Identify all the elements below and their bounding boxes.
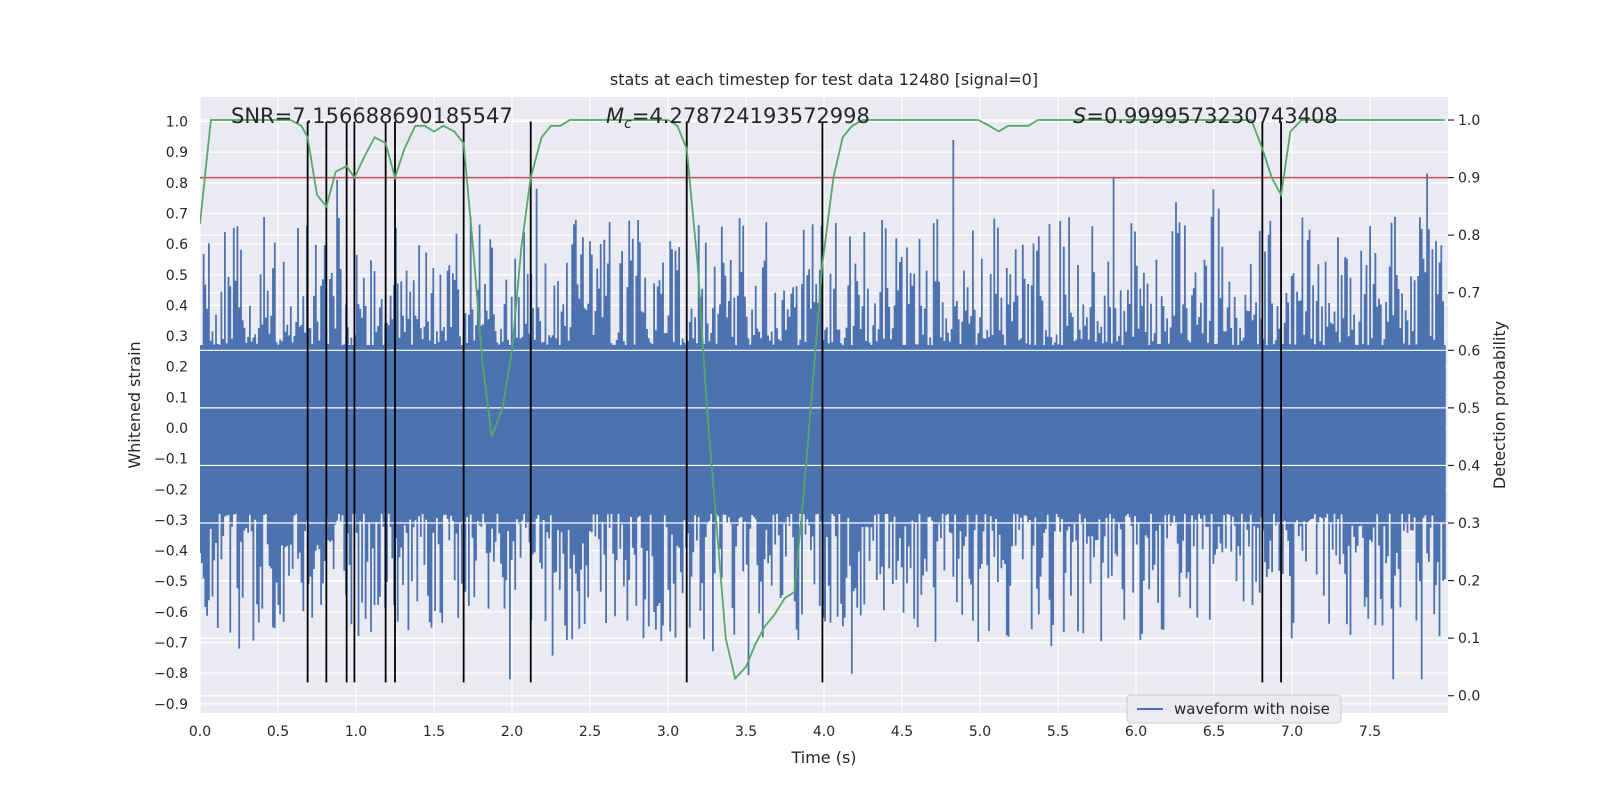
x-tick-label: 2.0	[501, 724, 523, 740]
y-left-tick-label: −0.6	[154, 605, 188, 621]
y-left-tick-label: 0.4	[166, 298, 188, 314]
score-value: =0.9999573230743408	[1086, 104, 1337, 128]
y-left-tick-label: −0.3	[154, 513, 188, 529]
y-left-tick-label: −0.9	[154, 697, 188, 713]
y-left-tick-label: 0.0	[166, 421, 188, 437]
y-left-tick-label: 0.2	[166, 360, 188, 376]
axis-ticks: 0.0 0.5 1.0 1.5 2.0 2.5 3.0 3.5 4.0 4.5 5.0 5.5 6.0 6…	[154, 113, 1480, 740]
y-right-tick-label: 0.6	[1458, 343, 1480, 359]
y-left-tick-label: −0.5	[154, 574, 188, 590]
event-markers	[306, 121, 1282, 683]
legend-box	[1126, 694, 1342, 724]
x-tick-label: 0.0	[189, 724, 211, 740]
x-tick-label: 7.0	[1281, 724, 1303, 740]
y-left-tick-label: 0.7	[166, 206, 188, 222]
x-tick-label: 6.0	[1125, 724, 1147, 740]
y-right-tick-label: 0.9	[1458, 171, 1480, 187]
y-right-tick-label: 0.2	[1458, 574, 1480, 590]
y-right-tick-label: 1.0	[1458, 113, 1480, 129]
score-annotation: S=0.9999573230743408	[1073, 104, 1338, 128]
y-left-tick-label: 0.8	[166, 176, 188, 192]
x-tick-label: 0.5	[267, 724, 289, 740]
y-left-tick-label: 0.3	[166, 329, 188, 345]
chirp-mass-subscript: c	[624, 116, 632, 132]
y-left-tick-label: 0.9	[166, 145, 188, 161]
legend-label: waveform with noise	[1174, 700, 1330, 718]
x-tick-label: 3.5	[735, 724, 757, 740]
x-tick-label: 7.5	[1359, 724, 1381, 740]
y-left-tick-label: 0.1	[166, 390, 188, 406]
y-right-tick-label: 0.7	[1458, 286, 1480, 302]
y-left-tick-label: −0.4	[154, 544, 188, 560]
chirp-mass-value: =4.278724193572998	[632, 104, 870, 128]
x-tick-label: 3.0	[657, 724, 679, 740]
y-right-tick-label: 0.0	[1458, 689, 1480, 705]
y-left-tick-label: 1.0	[166, 115, 188, 131]
chart-title: stats at each timestep for test data 124…	[610, 70, 1038, 89]
x-tick-label: 4.5	[891, 724, 913, 740]
chirp-mass-annotation: Mc=4.278724193572998	[606, 104, 870, 132]
x-tick-label: 1.0	[345, 724, 367, 740]
y-right-tick-label: 0.8	[1458, 228, 1480, 244]
y-right-tick-label: 0.1	[1458, 631, 1480, 647]
x-tick-label: 2.5	[579, 724, 601, 740]
x-tick-label: 5.0	[969, 724, 991, 740]
y-right-tick-label: 0.3	[1458, 516, 1480, 532]
legend: waveform with noise	[1126, 694, 1342, 724]
y-axis-label-left: Whitened strain	[125, 341, 144, 468]
y-right-tick-label: 0.4	[1458, 458, 1480, 474]
x-axis-label: Time (s)	[790, 748, 856, 767]
y-left-tick-label: 0.6	[166, 237, 188, 253]
snr-annotation: SNR=7.156688690185547	[231, 104, 513, 128]
x-tick-label: 5.5	[1047, 724, 1069, 740]
y-right-tick-label: 0.5	[1458, 401, 1480, 417]
x-tick-label: 4.0	[813, 724, 835, 740]
y-left-tick-label: −0.2	[154, 482, 188, 498]
score-symbol: S	[1073, 104, 1086, 128]
y-left-tick-label: −0.8	[154, 666, 188, 682]
y-left-tick-label: 0.5	[166, 268, 188, 284]
probability-series	[200, 119, 1445, 681]
chirp-mass-symbol: M	[606, 104, 624, 128]
y-axis-label-right: Detection probability	[1490, 321, 1509, 489]
y-left-tick-label: −0.7	[154, 636, 188, 652]
y-left-tick-label: −0.1	[154, 452, 188, 468]
x-tick-label: 1.5	[423, 724, 445, 740]
x-tick-label: 6.5	[1203, 724, 1225, 740]
